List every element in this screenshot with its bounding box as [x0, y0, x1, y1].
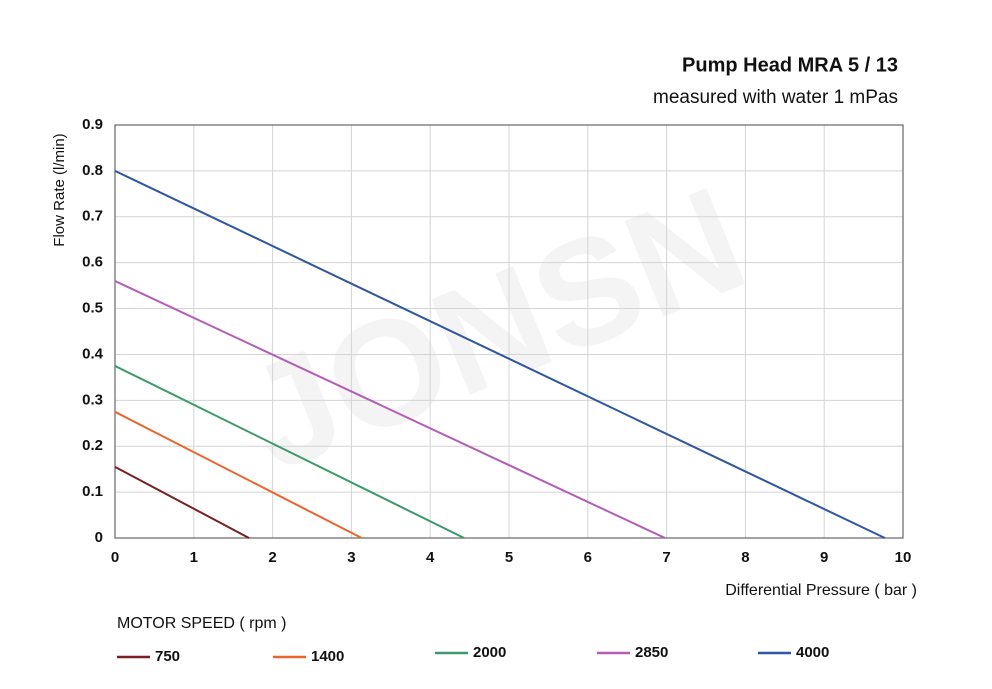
- plot-frame: [114, 124, 904, 539]
- y-tick-label: 0.1: [82, 483, 103, 500]
- y-tick-label: 0: [95, 529, 103, 546]
- y-tick-label: 0.6: [82, 254, 103, 271]
- series-line: [114, 410, 363, 539]
- legend-label: 1400: [311, 648, 344, 665]
- x-tick-label: 5: [505, 549, 513, 566]
- series-line: [114, 169, 886, 539]
- legend-label: 4000: [796, 644, 829, 661]
- series-line: [114, 365, 465, 539]
- x-tick-label: 4: [426, 549, 435, 566]
- x-tick-label: 9: [820, 549, 828, 566]
- legend-label: 2850: [635, 644, 668, 661]
- y-axis-label: Flow Rate (l/min): [51, 133, 68, 246]
- series-line: [114, 465, 250, 539]
- x-tick-label: 3: [347, 549, 355, 566]
- y-tick-label: 0.3: [82, 391, 103, 408]
- x-tick-label: 6: [584, 549, 592, 566]
- legend-title: MOTOR SPEED ( rpm ): [117, 615, 287, 632]
- y-tick-label: 0.2: [82, 437, 103, 454]
- x-axis-label: Differential Pressure ( bar ): [725, 582, 917, 599]
- y-tick-label: 0.7: [82, 208, 103, 225]
- legend-label: 2000: [473, 644, 506, 661]
- y-tick-label: 0.8: [82, 162, 103, 179]
- x-tick-label: 10: [895, 549, 912, 566]
- chart-subtitle: measured with water 1 mPas: [653, 87, 898, 108]
- x-tick-label: 7: [662, 549, 670, 566]
- y-tick-label: 0.4: [82, 345, 104, 362]
- x-tick-label: 0: [111, 549, 119, 566]
- chart-title: Pump Head MRA 5 / 13: [682, 54, 898, 76]
- watermark: JONSN: [224, 154, 766, 503]
- x-tick-label: 8: [741, 549, 749, 566]
- x-tick-label: 2: [268, 549, 276, 566]
- y-tick-label: 0.9: [82, 116, 103, 133]
- series-line: [114, 280, 666, 539]
- legend-label: 750: [155, 648, 180, 665]
- x-tick-label: 1: [190, 549, 198, 566]
- y-tick-label: 0.5: [82, 300, 103, 317]
